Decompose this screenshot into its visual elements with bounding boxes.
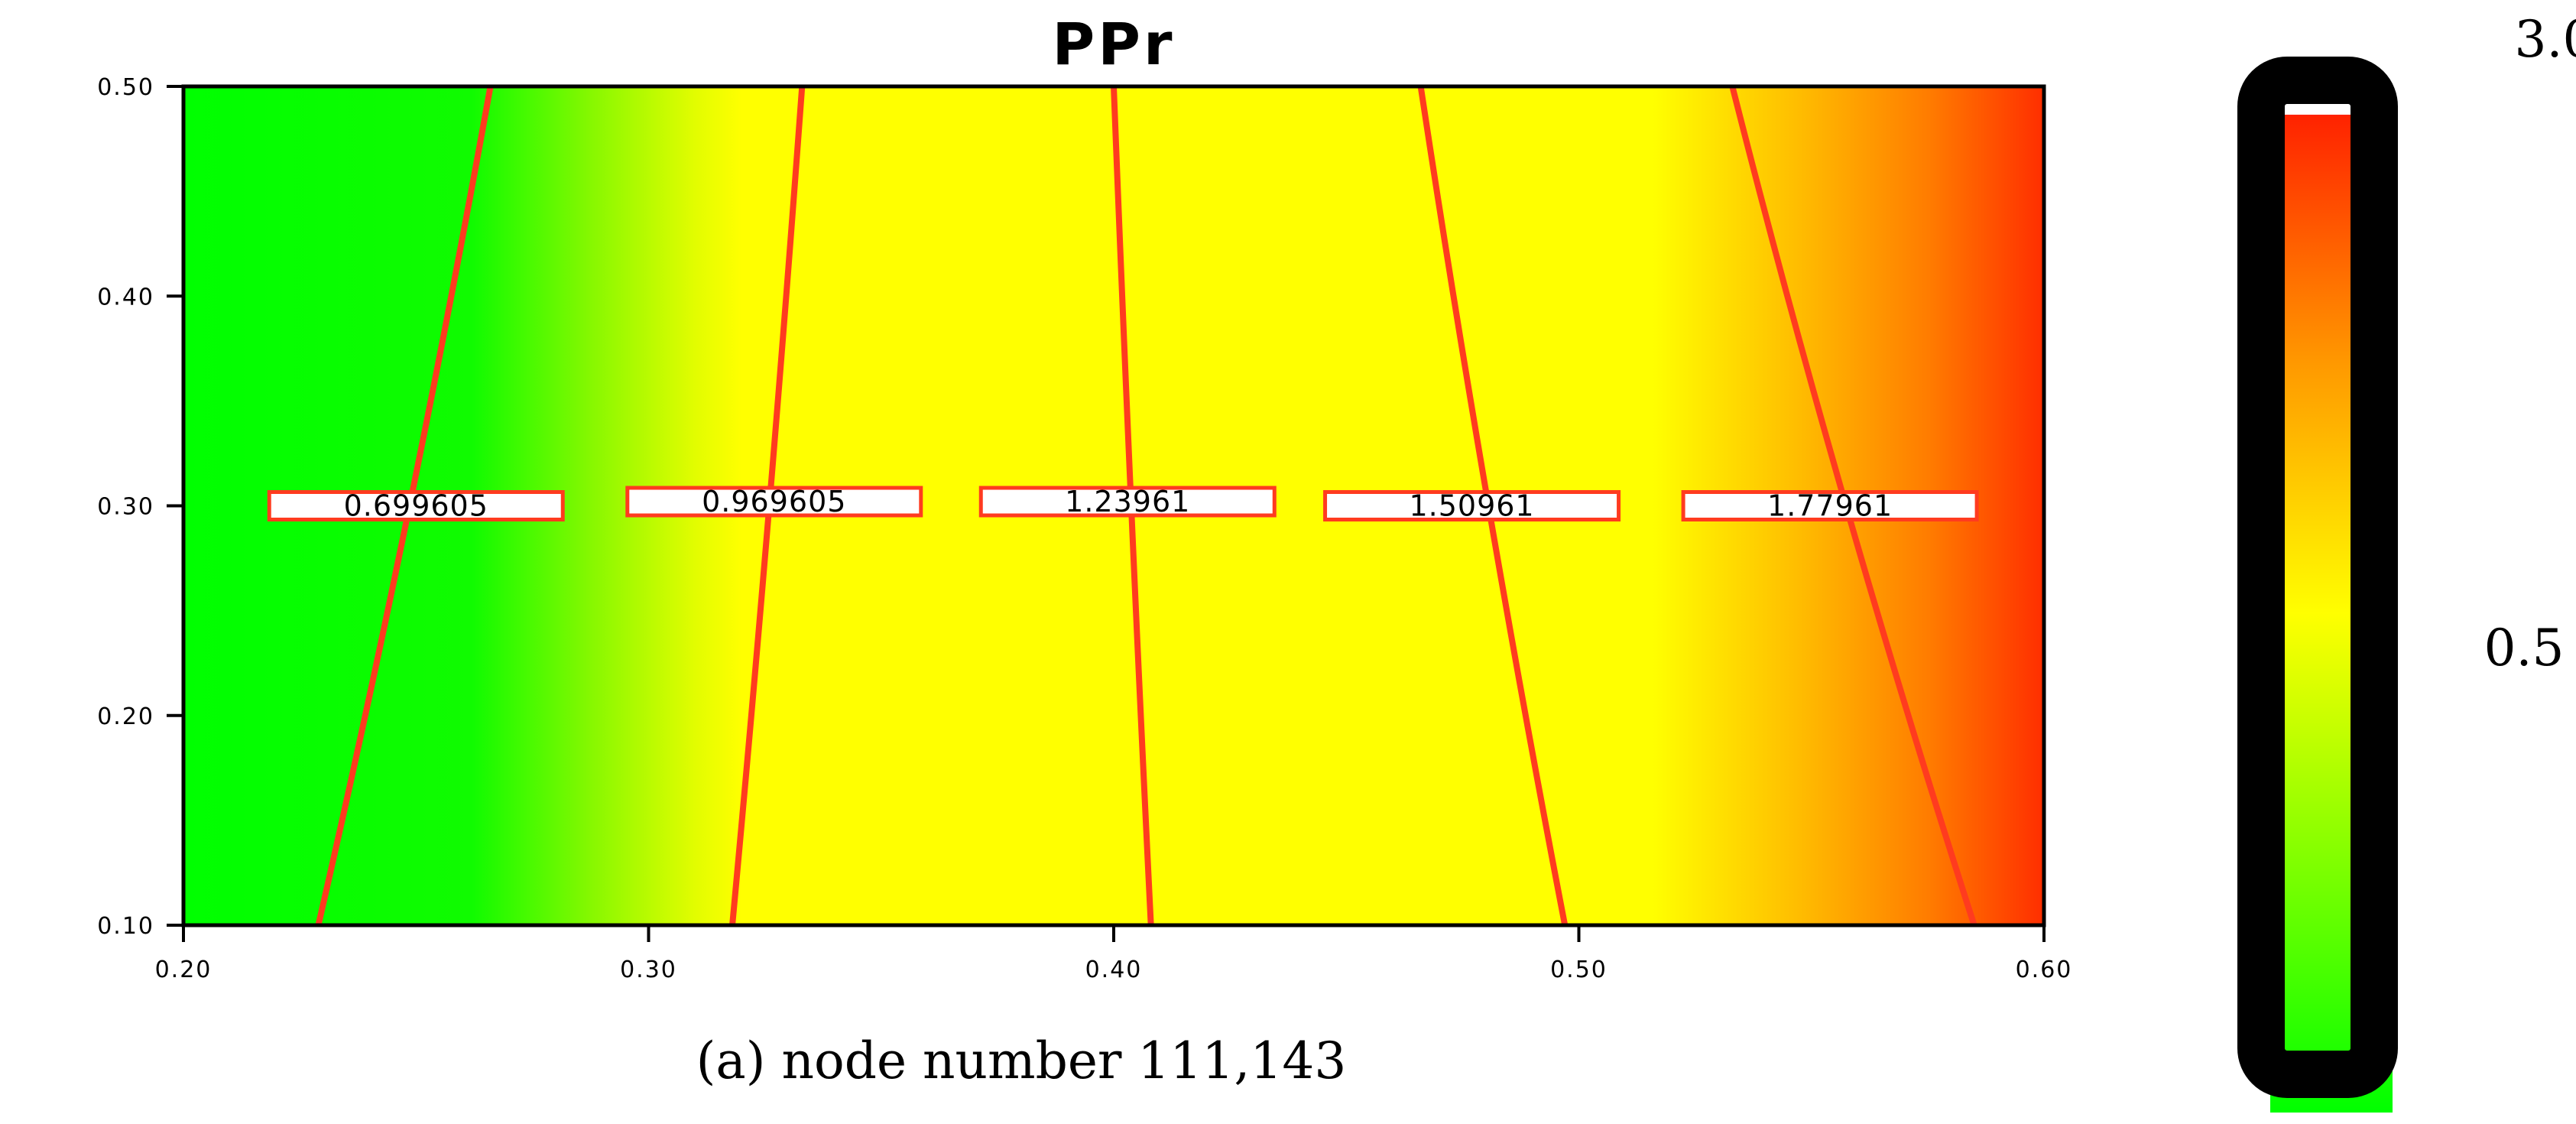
y-tick-label: 0.50 bbox=[97, 74, 154, 101]
contour-label: 1.50961 bbox=[1409, 489, 1534, 523]
chart-caption: (a) node number 111,143 bbox=[696, 1031, 1347, 1090]
contour-label: 0.699605 bbox=[344, 489, 488, 523]
contour-label: 0.969605 bbox=[702, 485, 846, 518]
contour-label-box bbox=[1681, 490, 1979, 521]
contour-label-box bbox=[267, 490, 565, 521]
contour-label-box bbox=[625, 486, 923, 518]
contour-label: 1.23961 bbox=[1065, 485, 1190, 518]
contour-layer: 0.699605 0.969605 1.23961 1.50961 1.77961 bbox=[267, 86, 1979, 927]
scale-max-label: 3.0 bbox=[2515, 10, 2576, 69]
color-scale-bar: 3.0 0.5 bbox=[2237, 10, 2576, 1113]
x-tick-label: 0.20 bbox=[155, 957, 213, 983]
y-tick-label: 0.20 bbox=[97, 703, 154, 730]
x-tick-label: 0.40 bbox=[1085, 957, 1143, 983]
contour-label-box bbox=[1323, 490, 1621, 521]
scale-mid-label: 0.5 bbox=[2484, 619, 2565, 677]
y-tick-label: 0.10 bbox=[97, 913, 154, 940]
y-axis: 0.10 0.20 0.30 0.40 0.50 bbox=[97, 74, 183, 940]
x-tick-label: 0.30 bbox=[620, 957, 677, 983]
contour-label-box bbox=[978, 486, 1277, 518]
y-tick-label: 0.40 bbox=[97, 284, 154, 310]
chart-title: PPr bbox=[1053, 10, 1176, 78]
x-tick-label: 0.60 bbox=[2016, 957, 2073, 983]
color-scale-frame bbox=[2237, 57, 2398, 1098]
contour-label: 1.77961 bbox=[1767, 489, 1893, 523]
x-axis: 0.20 0.30 0.40 0.50 0.60 bbox=[155, 925, 2073, 983]
x-tick-label: 0.50 bbox=[1550, 957, 1608, 983]
plot-area: 0.699605 0.969605 1.23961 1.50961 1.77961 bbox=[181, 84, 2046, 927]
y-tick-label: 0.30 bbox=[97, 494, 154, 521]
